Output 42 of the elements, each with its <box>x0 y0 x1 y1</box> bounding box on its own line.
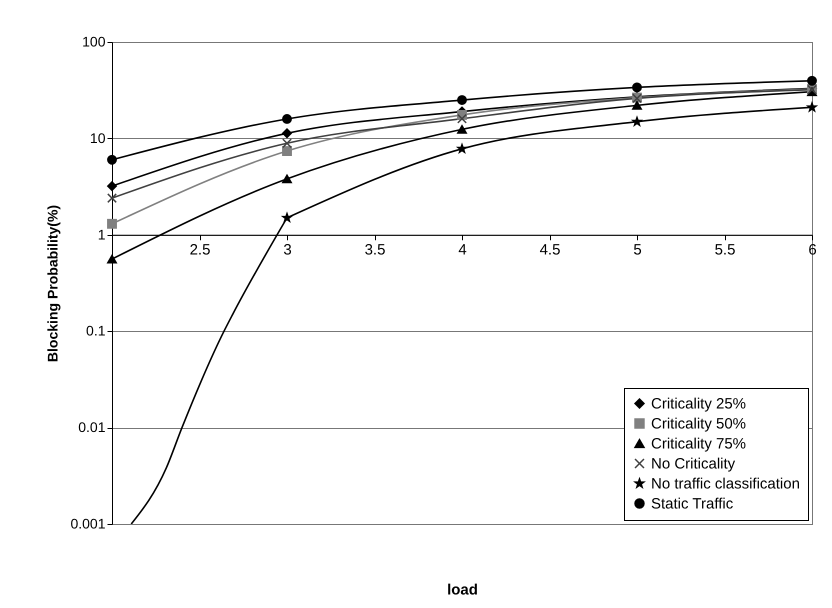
point <box>632 101 642 110</box>
point <box>282 146 292 156</box>
point <box>282 212 292 222</box>
point <box>107 154 117 165</box>
point <box>807 102 817 112</box>
point <box>282 114 292 124</box>
point <box>107 254 117 264</box>
legend-label: No traffic classification <box>651 476 800 492</box>
legend-label: Static Traffic <box>651 496 734 512</box>
x-tick-label: 4 <box>458 241 467 258</box>
point <box>282 128 292 138</box>
x-axis-title: load <box>447 582 478 598</box>
point <box>457 95 467 105</box>
y-tick-label: 1 <box>98 226 106 242</box>
point <box>107 218 117 229</box>
legend-label: Criticality 50% <box>651 416 746 432</box>
y-tick-label: 0.01 <box>78 419 106 436</box>
y-axis-title: Blocking Probability(%) <box>44 204 60 362</box>
point <box>807 76 817 86</box>
point <box>107 181 117 192</box>
x-tick-label: 5 <box>633 241 642 258</box>
point <box>282 138 292 148</box>
x-tick-label: 3.5 <box>364 241 386 258</box>
point <box>457 144 467 153</box>
y-tick-label: 10 <box>90 130 106 146</box>
legend-label: Criticality 75% <box>651 436 746 452</box>
y-tick-label: 0.1 <box>86 322 106 339</box>
point <box>282 174 292 184</box>
point <box>632 116 642 126</box>
legend-label: Criticality 25% <box>651 396 746 412</box>
x-tick-label: 3 <box>283 241 292 258</box>
x-tick-label: 2.5 <box>190 241 210 258</box>
x-tick-label: 5.5 <box>714 241 736 258</box>
point <box>457 114 467 124</box>
point <box>632 82 642 92</box>
x-tick-label: 6 <box>808 241 817 258</box>
y-tick-label: 0.001 <box>70 516 106 532</box>
point <box>457 125 467 134</box>
point <box>107 193 117 204</box>
legend-label: No Criticality <box>651 456 736 472</box>
x-tick-label: 4.5 <box>540 241 560 258</box>
y-tick-label: 100 <box>82 34 106 50</box>
